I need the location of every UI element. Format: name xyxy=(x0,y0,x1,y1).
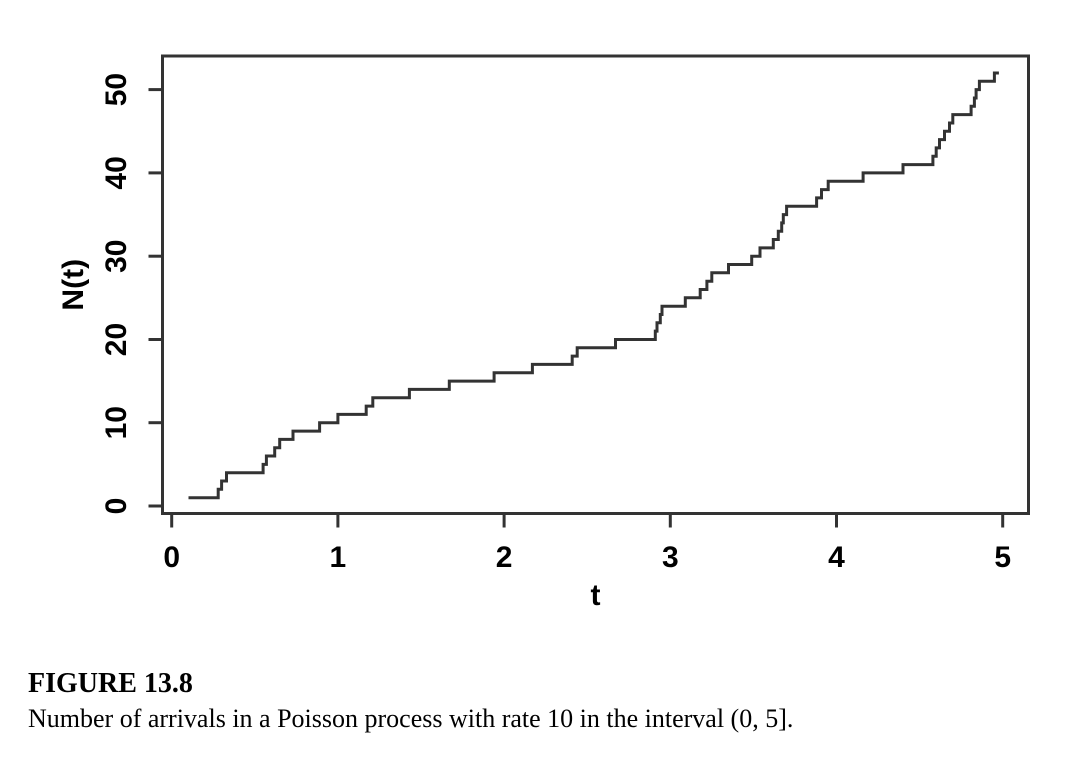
y-tick-label: 10 xyxy=(100,406,133,439)
x-tick-label: 0 xyxy=(163,541,180,574)
y-tick-label: 50 xyxy=(100,73,133,106)
figure-label: FIGURE 13.8 xyxy=(28,668,193,699)
step-function-line xyxy=(188,71,999,500)
x-tick-label: 5 xyxy=(994,541,1011,574)
y-axis-label: N(t) xyxy=(57,259,90,311)
y-tick-label: 40 xyxy=(100,156,133,189)
y-tick-label: 20 xyxy=(100,323,133,356)
x-tick-label: 3 xyxy=(662,541,679,574)
figure-caption: Number of arrivals in a Poisson process … xyxy=(28,704,794,733)
x-tick-label: 4 xyxy=(828,541,845,574)
x-axis-label: t xyxy=(591,579,601,612)
x-tick-label: 2 xyxy=(496,541,513,574)
x-tick-label: 1 xyxy=(330,541,347,574)
plot-frame xyxy=(161,54,1030,515)
y-tick-label: 0 xyxy=(100,498,133,515)
y-tick-label: 30 xyxy=(100,240,133,273)
